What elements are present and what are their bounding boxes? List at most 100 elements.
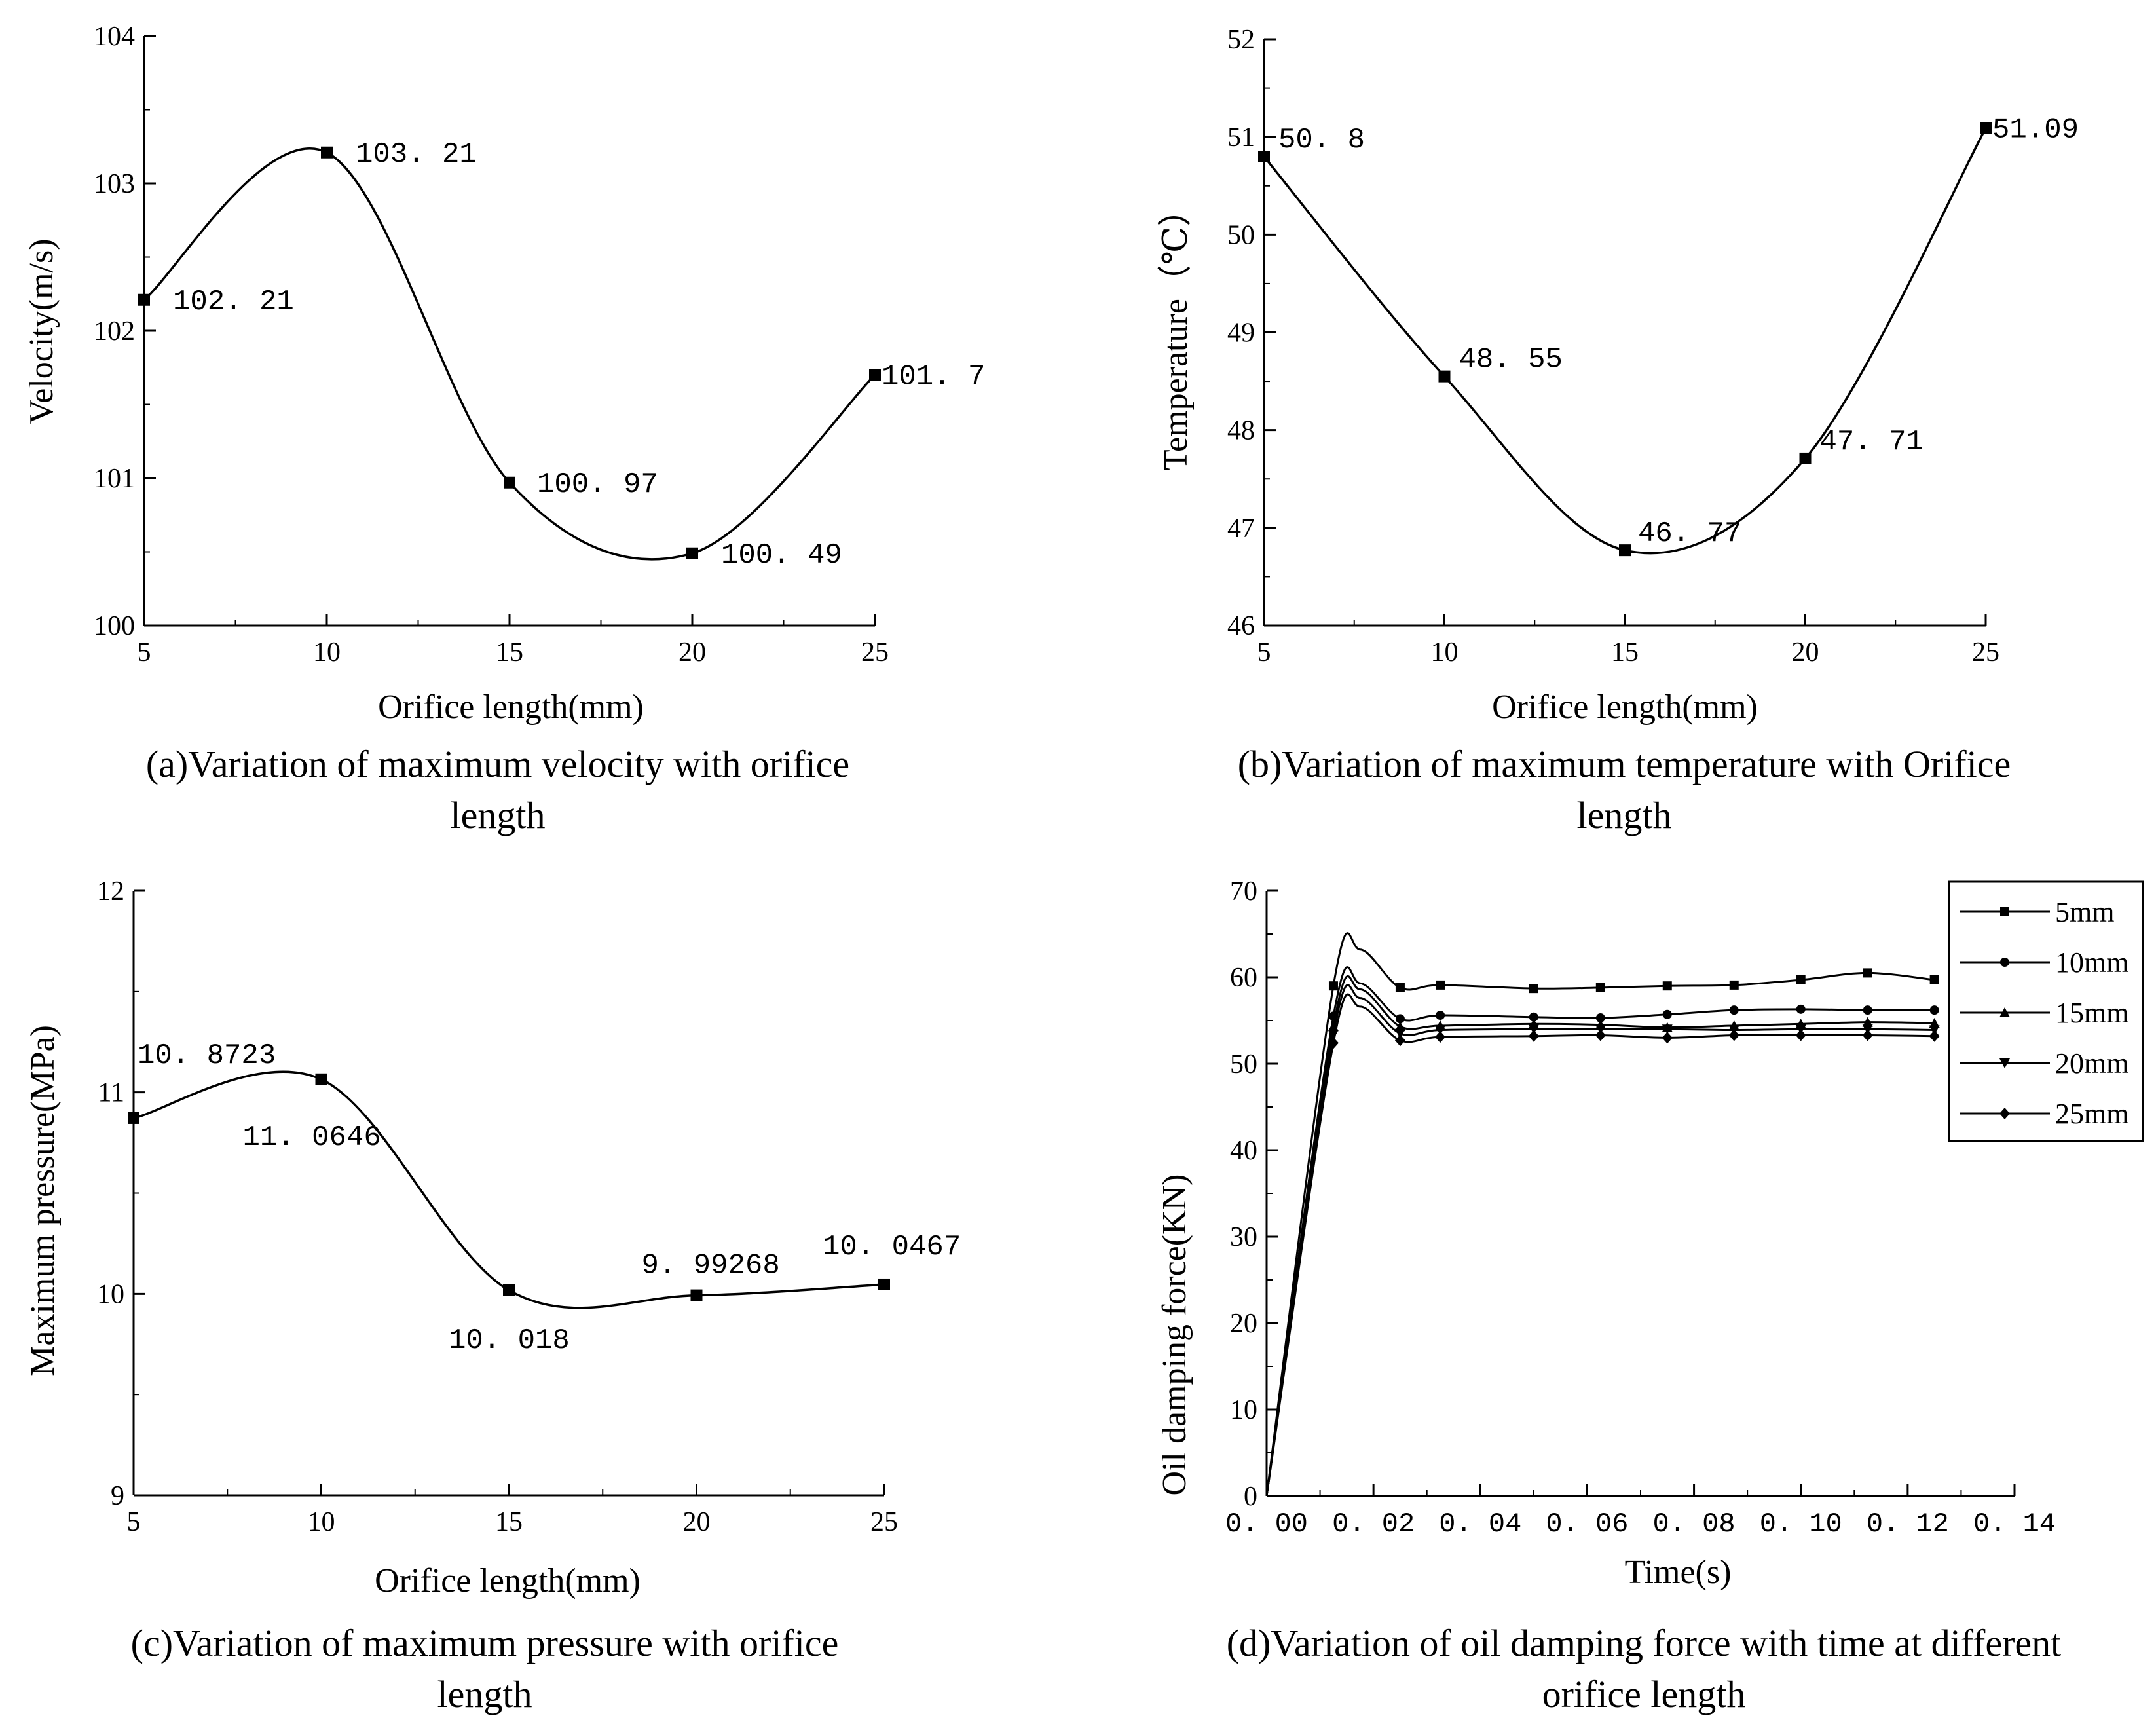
chart-b-point-20 <box>1799 452 1812 464</box>
chart-b-xtick-label: 15 <box>1611 637 1639 667</box>
chart-d-xtick-label: 0. 04 <box>1439 1508 1521 1540</box>
chart-d-point-25mm <box>1328 1037 1339 1049</box>
chart-c-caption-line2: length <box>437 1673 532 1715</box>
chart-a-caption: (a)Variation of maximum velocity with or… <box>39 739 956 841</box>
chart-d-point-25mm <box>1929 1030 1940 1042</box>
chart-c-ylabel: Maximum pressure(MPa) <box>24 1025 62 1376</box>
chart-a-data-label-10: 103. 21 <box>356 138 477 171</box>
chart-b-ytick-label: 52 <box>1227 25 1255 55</box>
chart-d-legend-label-15mm: 15mm <box>2055 997 2128 1029</box>
chart-d-series-line-15mm <box>1265 975 1935 1497</box>
chart-d-legend-label-10mm: 10mm <box>2055 946 2128 979</box>
chart-d-point-25mm <box>1662 1032 1673 1044</box>
chart-b-data-label-5: 50. 8 <box>1278 124 1365 157</box>
chart-d-point-10mm <box>1929 1005 1939 1015</box>
chart-d-point-25mm <box>1595 1029 1606 1041</box>
chart-d-point-25mm <box>1728 1029 1739 1041</box>
chart-c-point-10 <box>315 1073 327 1085</box>
chart-a-data-label-20: 100. 49 <box>721 539 842 572</box>
chart-d-legend-label-5mm: 5mm <box>2055 896 2114 928</box>
chart-b-temperature: Temperature（℃） Orifice length(mm) 46 47 48… <box>1157 25 2079 726</box>
chart-d-point-5mm <box>1929 975 1939 984</box>
chart-d-point-5mm <box>1529 984 1538 994</box>
chart-d-damping-force: Oil damping force(KN) Time(s) 0 10 20 30 40 5… <box>1156 876 2144 1591</box>
chart-b-data-label-10: 48. 55 <box>1459 344 1563 377</box>
chart-d-caption-line2: orifice length <box>1542 1673 1746 1715</box>
chart-d-caption-line1: (d)Variation of oil damping force with t… <box>1226 1622 2062 1664</box>
chart-d-point-5mm <box>1729 980 1739 990</box>
chart-b-ylabel: Temperature（℃） <box>1157 193 1195 470</box>
chart-c-xtick-label: 20 <box>683 1507 711 1537</box>
chart-c-point-15 <box>503 1284 515 1296</box>
chart-a-xtick-label: 20 <box>678 637 706 667</box>
chart-b-ytick-label: 46 <box>1227 611 1255 641</box>
chart-d-point-5mm <box>1436 980 1445 990</box>
chart-a-caption-line1: (a)Variation of maximum velocity with or… <box>145 743 850 785</box>
chart-d-ytick-label: 20 <box>1230 1309 1257 1339</box>
chart-d-point-25mm <box>1795 1029 1806 1041</box>
chart-d-point-10mm <box>1796 1004 1806 1014</box>
chart-d-point-10mm <box>1395 1014 1405 1024</box>
chart-b-ytick-label: 48 <box>1227 416 1255 446</box>
chart-c-caption: (c)Variation of maximum pressure with or… <box>26 1618 943 1720</box>
chart-b-series-line <box>1263 127 1987 555</box>
chart-d-point-10mm <box>1729 1005 1739 1015</box>
chart-b-ytick-label: 49 <box>1227 318 1255 348</box>
chart-a-ylabel: Velocity(m/s) <box>23 238 60 424</box>
chart-b-ytick-label: 47 <box>1227 514 1255 544</box>
chart-d-series-line-20mm <box>1265 984 1935 1497</box>
chart-a-xtick-label: 25 <box>861 637 889 667</box>
chart-d-point-20mm <box>1435 1025 1446 1036</box>
chart-a-ytick-label: 100 <box>94 611 135 641</box>
chart-c-data-label-20: 9. 99268 <box>642 1250 780 1282</box>
chart-d-legend-marker-5mm <box>2000 907 2009 916</box>
chart-b-caption-line1: (b)Variation of maximum temperature with… <box>1237 743 2011 785</box>
chart-a-data-label-25: 101. 7 <box>882 361 985 394</box>
chart-a-xtick-label: 5 <box>138 637 151 667</box>
chart-d-legend-label-25mm: 25mm <box>2055 1098 2128 1130</box>
chart-b-xtick-label: 5 <box>1257 637 1271 667</box>
chart-d-xtick-label: 0. 06 <box>1546 1508 1628 1540</box>
chart-d-point-5mm <box>1595 983 1605 992</box>
chart-c-point-5 <box>128 1112 139 1124</box>
chart-c-data-label-10: 11. 0646 <box>243 1121 381 1154</box>
chart-d-point-10mm <box>1529 1012 1538 1022</box>
chart-a-data-label-15: 100. 97 <box>537 468 658 501</box>
chart-b-data-label-25: 51.09 <box>1992 114 2079 147</box>
chart-d-ytick-label: 30 <box>1230 1222 1257 1252</box>
chart-d-ytick-label: 40 <box>1230 1136 1257 1166</box>
chart-c-point-20 <box>690 1289 703 1301</box>
chart-c-ytick-label: 11 <box>98 1078 124 1108</box>
chart-a-point-20 <box>686 547 698 559</box>
chart-c-xtick-label: 15 <box>495 1507 523 1537</box>
chart-d-xtick-label: 0. 14 <box>1973 1508 2056 1540</box>
chart-d-ytick-label: 10 <box>1230 1395 1257 1425</box>
chart-b-xlabel: Orifice length(mm) <box>1492 688 1758 726</box>
chart-c-point-25 <box>878 1278 890 1290</box>
chart-d-point-10mm <box>1662 1009 1672 1019</box>
chart-b-xtick-label: 10 <box>1431 637 1459 667</box>
chart-d-point-25mm <box>1528 1030 1539 1042</box>
chart-a-velocity: Velocity(m/s) Orifice length(mm) 100 101 1… <box>23 22 985 726</box>
chart-d-point-20mm <box>1662 1024 1673 1035</box>
chart-d-point-10mm <box>1863 1005 1872 1015</box>
chart-d-legend-label-20mm: 20mm <box>2055 1047 2128 1079</box>
chart-d-series-line-10mm <box>1265 966 1935 1497</box>
chart-d-ylabel: Oil damping force(KN) <box>1156 1174 1193 1496</box>
chart-c-xtick-label: 5 <box>127 1507 141 1537</box>
chart-d-point-5mm <box>1662 981 1672 991</box>
chart-c-pressure: Maximum pressure(MPa) Orifice length(mm)… <box>24 876 961 1600</box>
chart-c-ytick-label: 9 <box>111 1481 124 1511</box>
chart-d-ytick-label: 0 <box>1244 1482 1257 1512</box>
chart-d-legend-marker-25mm <box>1999 1108 2010 1119</box>
chart-b-xtick-label: 20 <box>1792 637 1819 667</box>
chart-b-point-15 <box>1619 544 1631 557</box>
chart-d-ytick-label: 50 <box>1230 1049 1257 1079</box>
chart-a-caption-line2: length <box>450 794 546 836</box>
chart-d-point-15mm <box>1394 1021 1405 1032</box>
chart-c-ytick-label: 10 <box>97 1279 124 1309</box>
chart-d-point-5mm <box>1395 983 1405 992</box>
chart-a-point-5 <box>138 293 150 306</box>
chart-d-legend-marker-15mm <box>1999 1007 2010 1017</box>
chart-d-series-line-25mm <box>1265 993 1935 1497</box>
